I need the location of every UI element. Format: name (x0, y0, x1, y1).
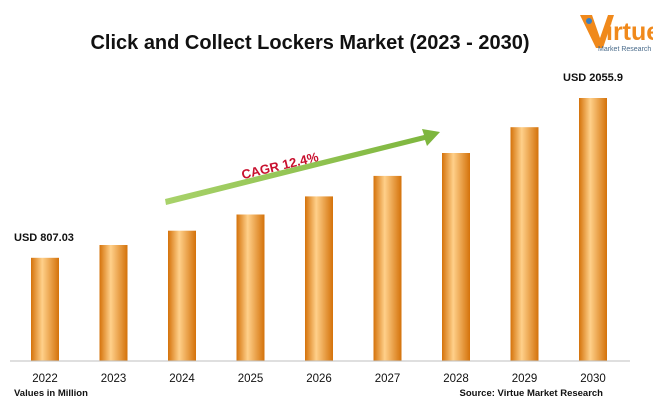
source-note: Source: Virtue Market Research (460, 388, 604, 399)
x-tick-2024: 2024 (169, 373, 195, 385)
bar-2022 (31, 257, 59, 361)
x-tick-2029: 2029 (512, 373, 538, 385)
x-tick-2030: 2030 (580, 373, 606, 385)
bar-2023 (99, 245, 128, 361)
data-labels: USD 807.03 USD 2055.9 (14, 72, 623, 244)
virtue-logo: irtue Market Research (580, 15, 653, 53)
bar-2029 (510, 127, 539, 361)
bar-2027 (373, 175, 402, 361)
bar-2030 (579, 98, 607, 361)
x-tick-2027: 2027 (375, 373, 401, 385)
cagr-label: CAGR 12.4% (240, 149, 321, 182)
bar-2026 (305, 196, 333, 361)
x-tick-2028: 2028 (443, 373, 469, 385)
x-tick-labels: 2022 2023 2024 2025 2026 2027 2028 2029 2030 (32, 373, 606, 385)
x-tick-2025: 2025 (238, 373, 264, 385)
x-tick-2026: 2026 (306, 373, 332, 385)
logo-dot (586, 18, 592, 24)
logo-word: irtue (606, 18, 653, 46)
bar-2025 (236, 214, 265, 361)
x-tick-2023: 2023 (101, 373, 127, 385)
x-tick-2022: 2022 (32, 373, 58, 385)
bars-group (31, 98, 607, 361)
cagr-arrow-shape (165, 129, 440, 205)
bar-2024 (168, 230, 196, 361)
data-label-2030: USD 2055.9 (563, 72, 623, 84)
data-label-2022: USD 807.03 (14, 232, 74, 244)
chart-title: Click and Collect Lockers Market (2023 -… (90, 32, 529, 54)
logo-subtitle: Market Research (598, 46, 651, 53)
units-note: Values in Million (14, 388, 88, 399)
bar-2028 (442, 153, 470, 361)
